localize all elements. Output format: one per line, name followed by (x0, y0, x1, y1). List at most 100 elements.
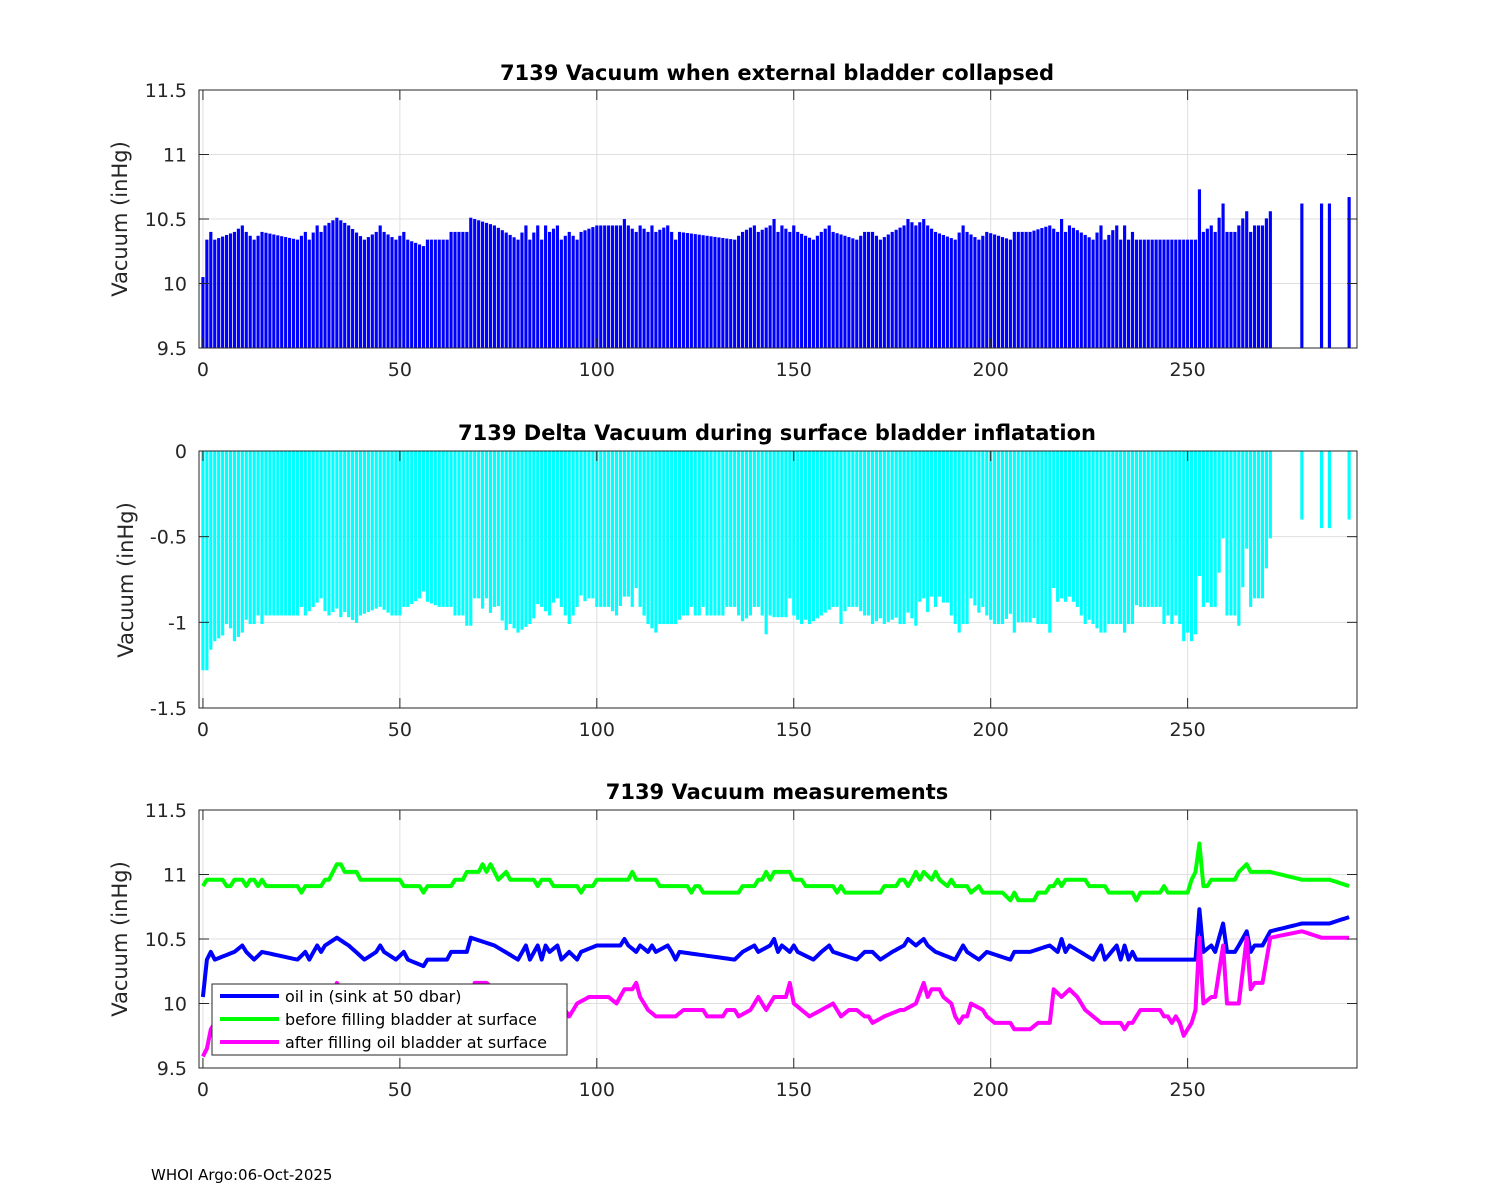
bar (201, 451, 205, 671)
bar (874, 235, 879, 348)
bar (488, 224, 493, 348)
bar (890, 451, 894, 620)
bar (1158, 239, 1162, 348)
bar (796, 451, 800, 620)
bar (307, 239, 311, 348)
panel1-ytick-label-0: 9.5 (157, 338, 187, 360)
bar (1241, 218, 1245, 348)
bar (532, 232, 536, 348)
bar (567, 231, 571, 348)
bar (721, 451, 725, 616)
bar (477, 220, 481, 348)
bar (618, 451, 623, 607)
bar (280, 236, 284, 348)
bar (827, 451, 831, 610)
bar (1197, 451, 1202, 577)
panel3-ylabel: Vacuum (inHg) (108, 861, 132, 1017)
bar (926, 225, 930, 348)
bar (221, 236, 225, 348)
bar (973, 451, 977, 606)
bar (764, 227, 768, 348)
bar (709, 451, 713, 616)
bar (500, 230, 504, 348)
bar (835, 233, 839, 348)
bar (807, 237, 812, 348)
bar (366, 451, 370, 613)
bar (205, 451, 209, 671)
bar (429, 239, 433, 348)
bar (610, 451, 615, 612)
bar (256, 235, 260, 348)
bar (937, 233, 942, 348)
bar (855, 451, 859, 607)
bar (926, 451, 930, 613)
bar (1229, 231, 1233, 348)
bar (1123, 451, 1127, 633)
bar (961, 225, 965, 348)
bar (406, 239, 410, 348)
bar (1300, 451, 1304, 520)
bar (453, 231, 457, 348)
bar (280, 451, 284, 616)
bar (240, 225, 244, 348)
bar (1028, 451, 1032, 623)
bar (437, 239, 441, 348)
bar (394, 451, 398, 616)
bar (323, 225, 327, 348)
bar (327, 451, 331, 616)
bar (516, 451, 520, 633)
bar (236, 451, 240, 637)
bar (1028, 231, 1032, 348)
panel1-xtick-label-2: 100 (579, 359, 615, 381)
bar (654, 451, 658, 633)
bar (540, 239, 544, 348)
bar (417, 451, 422, 599)
bar (646, 451, 650, 625)
bar (1130, 451, 1135, 625)
bar (248, 235, 252, 348)
bar (347, 225, 351, 348)
panel2-xtick-label-3: 150 (776, 719, 812, 741)
bar (658, 451, 662, 625)
bar (1205, 228, 1209, 348)
bar (622, 219, 626, 348)
bar (713, 451, 717, 616)
panel1-ytick-label-2: 10.5 (145, 209, 187, 231)
series-line-oil-in (200, 907, 1350, 998)
bar (319, 231, 323, 348)
bar (1111, 451, 1115, 625)
bar (213, 451, 217, 642)
bar (792, 451, 796, 616)
bar (414, 451, 418, 602)
bar (508, 234, 512, 348)
bar (1174, 239, 1178, 348)
bar (378, 451, 382, 607)
bar (674, 451, 678, 625)
bar (1186, 451, 1190, 633)
panel1-xtick-label-3: 150 (776, 359, 812, 381)
bar (674, 239, 678, 348)
bar (587, 228, 591, 348)
bar (1178, 451, 1182, 625)
bar (351, 228, 355, 348)
bar (1193, 239, 1198, 348)
bar (1134, 239, 1139, 348)
bar (1040, 228, 1044, 348)
bar (414, 242, 418, 348)
bar (823, 228, 827, 348)
bar (1138, 239, 1142, 348)
bar (993, 234, 997, 348)
bar (646, 231, 650, 348)
bar (1091, 239, 1095, 348)
bar (228, 233, 233, 348)
bar (559, 451, 563, 607)
bar (937, 451, 942, 597)
bar (307, 451, 311, 612)
panel1-xtick-label-1: 50 (388, 359, 412, 381)
bar (599, 225, 603, 348)
bar (701, 235, 705, 348)
bar (248, 451, 252, 625)
bar (457, 451, 461, 616)
bar (650, 225, 654, 348)
